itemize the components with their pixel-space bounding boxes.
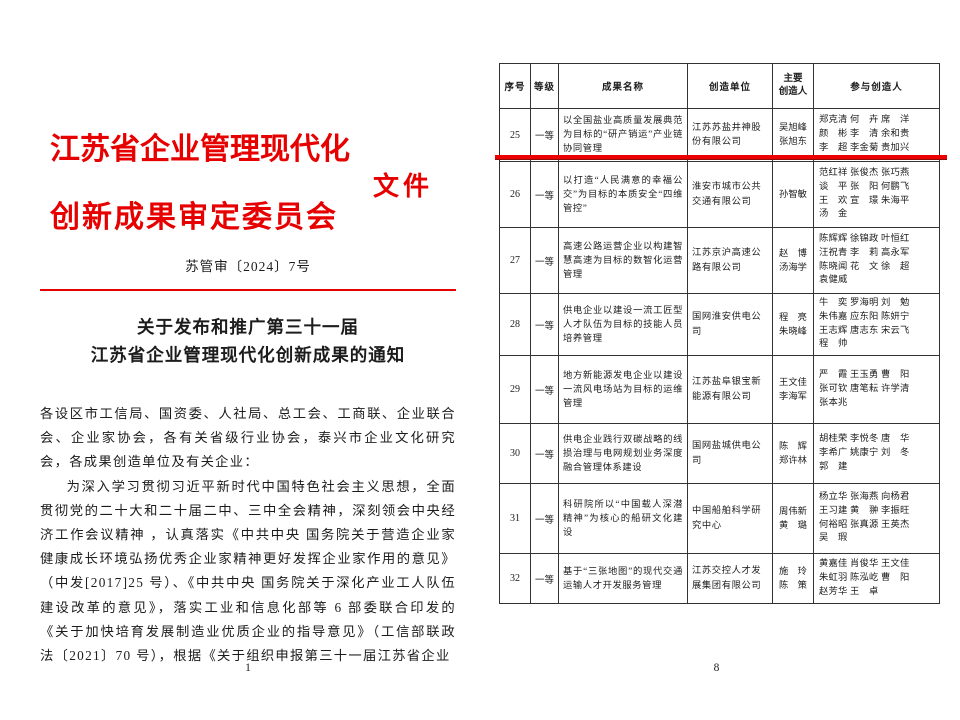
- table-row: 27 一等 高速公路运营企业以构建智慧高速为目标的数智化运营管理 江苏京沪高速公…: [499, 227, 940, 294]
- body-paragraph-1: 为深入学习贯彻习近平新时代中国特色社会主义思想，全面贯彻党的二十大和二十届二中、…: [40, 478, 456, 664]
- cell-participants: 胡桂荣 李悦冬 唐 华 李希广 姚康宁 刘 冬 郭 建: [813, 423, 940, 485]
- cell-participants: 严 霞 王玉勇 曹 阳 张可钦 唐笔耘 许学清 张本兆: [813, 355, 940, 425]
- cell-achievement-name: 地方新能源发电企业以建设一流风电场站为目标的运维管理: [558, 355, 688, 425]
- cell-creating-unit: 国网淮安供电公司: [687, 292, 773, 357]
- cell-grade: 一等: [530, 355, 559, 425]
- cell-main-creators: 孙智敏: [772, 161, 814, 228]
- results-table-header: 序号 等级 成果名称 创造单位 主要 创造人 参与创造人: [499, 63, 940, 109]
- cell-serial: 32: [499, 553, 531, 605]
- cell-creating-unit: 江苏京沪高速公路有限公司: [687, 227, 773, 294]
- cell-serial: 27: [499, 227, 531, 294]
- cell-achievement-name: 基于“三张地图”的现代交通运输人才开发服务管理: [558, 553, 688, 605]
- table-row: 29 一等 地方新能源发电企业以建设一流风电场站为目标的运维管理 江苏盐阜银宝新…: [499, 355, 940, 425]
- cell-creating-unit: 江苏苏盐井神股份有限公司: [687, 108, 773, 162]
- red-annotation-line: [495, 155, 947, 159]
- results-table-body: 25 一等 以全国盐业高质量发展典范为目标的“研产销运”产业链协同管理 江苏苏盐…: [499, 108, 940, 605]
- notice-body: 各设区市工信局、国资委、人社局、总工会、工商联、企业联合会、企业家协会，各有关省…: [40, 402, 456, 668]
- cell-grade: 一等: [530, 483, 559, 555]
- cell-participants: 黄嘉佳 肖俊华 王文佳 朱虹羽 陈泓屹 曹 阳 赵芳华 王 卓: [813, 553, 940, 605]
- cell-achievement-name: 供电企业践行双碳战略的线损治理与电网规划业务深度融合管理体系建设: [558, 423, 688, 485]
- salutation-paragraph: 各设区市工信局、国资委、人社局、总工会、工商联、企业联合会、企业家协会，各有关省…: [40, 406, 456, 470]
- cell-creating-unit: 中国船舶科学研究中心: [687, 483, 773, 555]
- cell-grade: 一等: [530, 292, 559, 357]
- cell-serial: 25: [499, 108, 531, 162]
- col-header-name: 成果名称: [558, 63, 688, 109]
- letterhead-line2: 创新成果审定委员会: [50, 201, 338, 234]
- document-page-8: 序号 等级 成果名称 创造单位 主要 创造人 参与创造人 25 一等 以全国盐业…: [494, 0, 950, 720]
- page-number-left: 1: [245, 662, 251, 674]
- notice-title-line1: 关于发布和推广第三十一届: [137, 317, 359, 337]
- cell-main-creators: 施 玲 陈 策: [772, 553, 814, 605]
- col-header-main-creators: 主要 创造人: [772, 63, 814, 109]
- letterhead-suffix: 文件: [373, 172, 434, 201]
- cell-creating-unit: 江苏盐阜银宝新能源有限公司: [687, 355, 773, 425]
- letterhead-line1: 江苏省企业管理现代化: [50, 133, 350, 166]
- table-row: 32 一等 基于“三张地图”的现代交通运输人才开发服务管理 江苏交控人才发展集团…: [499, 553, 940, 605]
- cell-achievement-name: 高速公路运营企业以构建智慧高速为目标的数智化运营管理: [558, 227, 688, 294]
- cell-serial: 28: [499, 292, 531, 357]
- cell-serial: 29: [499, 355, 531, 425]
- cell-main-creators: 王文佳 李海军: [772, 355, 814, 425]
- cell-serial: 26: [499, 161, 531, 228]
- cell-achievement-name: 以全国盐业高质量发展典范为目标的“研产销运”产业链协同管理: [558, 108, 688, 162]
- table-row: 31 一等 科研院所以“中国载人深潜精神”为核心的船研文化建设 中国船舶科学研究…: [499, 483, 940, 555]
- col-header-grade: 等级: [530, 63, 559, 109]
- document-number: 苏管审〔2024〕7号: [185, 259, 311, 274]
- col-header-participants: 参与创造人: [813, 63, 940, 109]
- cell-main-creators: 程 亮 朱晓峰: [772, 292, 814, 357]
- cell-grade: 一等: [530, 227, 559, 294]
- cell-serial: 31: [499, 483, 531, 555]
- document-page-1: 江苏省企业管理现代化 文件 创新成果审定委员会 苏管审〔2024〕7号 关于发布…: [40, 0, 456, 720]
- table-row: 26 一等 以打造“人民满意的幸福公交”为目标的本质安全“四维管控” 淮安市城市…: [499, 161, 940, 228]
- page-number-right: 8: [713, 662, 720, 674]
- cell-grade: 一等: [530, 108, 559, 162]
- table-row: 28 一等 供电企业以建设一流工匠型人才队伍为目标的技能人员培养管理 国网淮安供…: [499, 292, 940, 357]
- cell-participants: 范红祥 张俊杰 张巧燕 谈 平 张 阳 何鹏飞 王 欢 宣 璟 朱海平 汤 金: [813, 161, 940, 228]
- cell-main-creators: 吴旭峰 张旭东: [772, 108, 814, 162]
- cell-creating-unit: 江苏交控人才发展集团有限公司: [687, 553, 773, 605]
- cell-main-creators: 陈 辉 郑许林: [772, 423, 814, 485]
- results-table: 序号 等级 成果名称 创造单位 主要 创造人 参与创造人 25 一等 以全国盐业…: [499, 63, 940, 605]
- cell-participants: 郑克清 何 卉 席 洋 颜 彬 李 清 余和贵 李 超 李金菊 贵加兴: [813, 108, 940, 162]
- table-row: 30 一等 供电企业践行双碳战略的线损治理与电网规划业务深度融合管理体系建设 国…: [499, 423, 940, 485]
- cell-main-creators: 周伟新 黄 璐: [772, 483, 814, 555]
- cell-creating-unit: 淮安市城市公共交通有限公司: [687, 161, 773, 228]
- cell-grade: 一等: [530, 553, 559, 605]
- cell-creating-unit: 国网盐城供电公司: [687, 423, 773, 485]
- table-row: 25 一等 以全国盐业高质量发展典范为目标的“研产销运”产业链协同管理 江苏苏盐…: [499, 108, 940, 162]
- notice-title-line2: 江苏省企业管理现代化创新成果的通知: [90, 345, 406, 365]
- col-header-unit: 创造单位: [687, 63, 773, 109]
- letterhead-divider-rule: [40, 289, 456, 291]
- col-header-serial: 序号: [499, 63, 531, 109]
- header-row: 序号 等级 成果名称 创造单位 主要 创造人 参与创造人: [499, 63, 940, 109]
- cell-grade: 一等: [530, 161, 559, 228]
- cell-achievement-name: 以打造“人民满意的幸福公交”为目标的本质安全“四维管控”: [558, 161, 688, 228]
- cell-participants: 牛 奕 罗海明 刘 勉 朱伟嘉 应东阳 陈妍宁 王志辉 唐志东 宋云飞 程 帅: [813, 292, 940, 357]
- cell-grade: 一等: [530, 423, 559, 485]
- cell-participants: 杨立华 张海燕 向杨君 王习建 黄 翀 李振旺 何裕昭 张真源 王英杰 吴 瑕: [813, 483, 940, 555]
- cell-serial: 30: [499, 423, 531, 485]
- cell-main-creators: 赵 博 汤海学: [772, 227, 814, 294]
- cell-achievement-name: 科研院所以“中国载人深潜精神”为核心的船研文化建设: [558, 483, 688, 555]
- cell-achievement-name: 供电企业以建设一流工匠型人才队伍为目标的技能人员培养管理: [558, 292, 688, 357]
- cell-participants: 陈辉辉 徐锦政 叶恒红 汪祝青 李 莉 高永军 陈晓闻 花 文 徐 超 袁健威: [813, 227, 940, 294]
